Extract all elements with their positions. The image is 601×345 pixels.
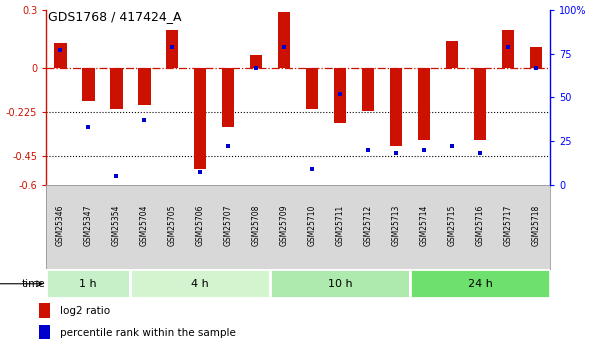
- Text: GSM25354: GSM25354: [112, 204, 121, 246]
- Text: GSM25717: GSM25717: [504, 205, 513, 246]
- Bar: [138, 68, 150, 105]
- Text: log2 ratio: log2 ratio: [60, 306, 110, 316]
- Text: GDS1768 / 417424_A: GDS1768 / 417424_A: [48, 10, 182, 23]
- Bar: [278, 12, 290, 68]
- Text: GSM25347: GSM25347: [84, 204, 93, 246]
- Text: GSM25707: GSM25707: [224, 204, 233, 246]
- Bar: [474, 68, 486, 140]
- Text: 24 h: 24 h: [468, 279, 492, 289]
- Text: 4 h: 4 h: [191, 279, 209, 289]
- Text: GSM25704: GSM25704: [139, 204, 148, 246]
- Bar: [250, 55, 263, 68]
- Text: GSM25714: GSM25714: [419, 205, 429, 246]
- Bar: [194, 68, 207, 169]
- Text: GSM25705: GSM25705: [168, 204, 177, 246]
- Bar: [334, 68, 346, 122]
- Bar: [166, 30, 178, 68]
- Bar: [54, 43, 67, 68]
- Text: percentile rank within the sample: percentile rank within the sample: [60, 328, 236, 338]
- Text: GSM25710: GSM25710: [308, 205, 317, 246]
- Bar: [222, 68, 234, 127]
- Bar: [39, 303, 50, 318]
- Text: GSM25715: GSM25715: [448, 205, 457, 246]
- Bar: [410, 269, 550, 298]
- Bar: [418, 68, 430, 140]
- Bar: [529, 47, 542, 68]
- Bar: [362, 68, 374, 111]
- Text: GSM25712: GSM25712: [364, 205, 373, 246]
- Bar: [389, 68, 402, 146]
- Bar: [46, 269, 130, 298]
- Text: GSM25713: GSM25713: [391, 205, 400, 246]
- Bar: [502, 30, 514, 68]
- Text: GSM25709: GSM25709: [279, 204, 288, 246]
- Text: GSM25716: GSM25716: [475, 205, 484, 246]
- Bar: [446, 41, 459, 68]
- Text: GSM25346: GSM25346: [56, 204, 65, 246]
- Bar: [306, 68, 319, 109]
- Text: time: time: [22, 279, 46, 289]
- Text: GSM25718: GSM25718: [531, 205, 540, 246]
- Text: GSM25708: GSM25708: [252, 205, 261, 246]
- Text: GSM25711: GSM25711: [335, 205, 344, 246]
- Text: 10 h: 10 h: [328, 279, 352, 289]
- Bar: [39, 325, 50, 339]
- Text: 1 h: 1 h: [79, 279, 97, 289]
- Bar: [270, 269, 410, 298]
- Bar: [82, 68, 94, 101]
- Bar: [130, 269, 270, 298]
- Text: GSM25706: GSM25706: [196, 204, 205, 246]
- Bar: [110, 68, 123, 109]
